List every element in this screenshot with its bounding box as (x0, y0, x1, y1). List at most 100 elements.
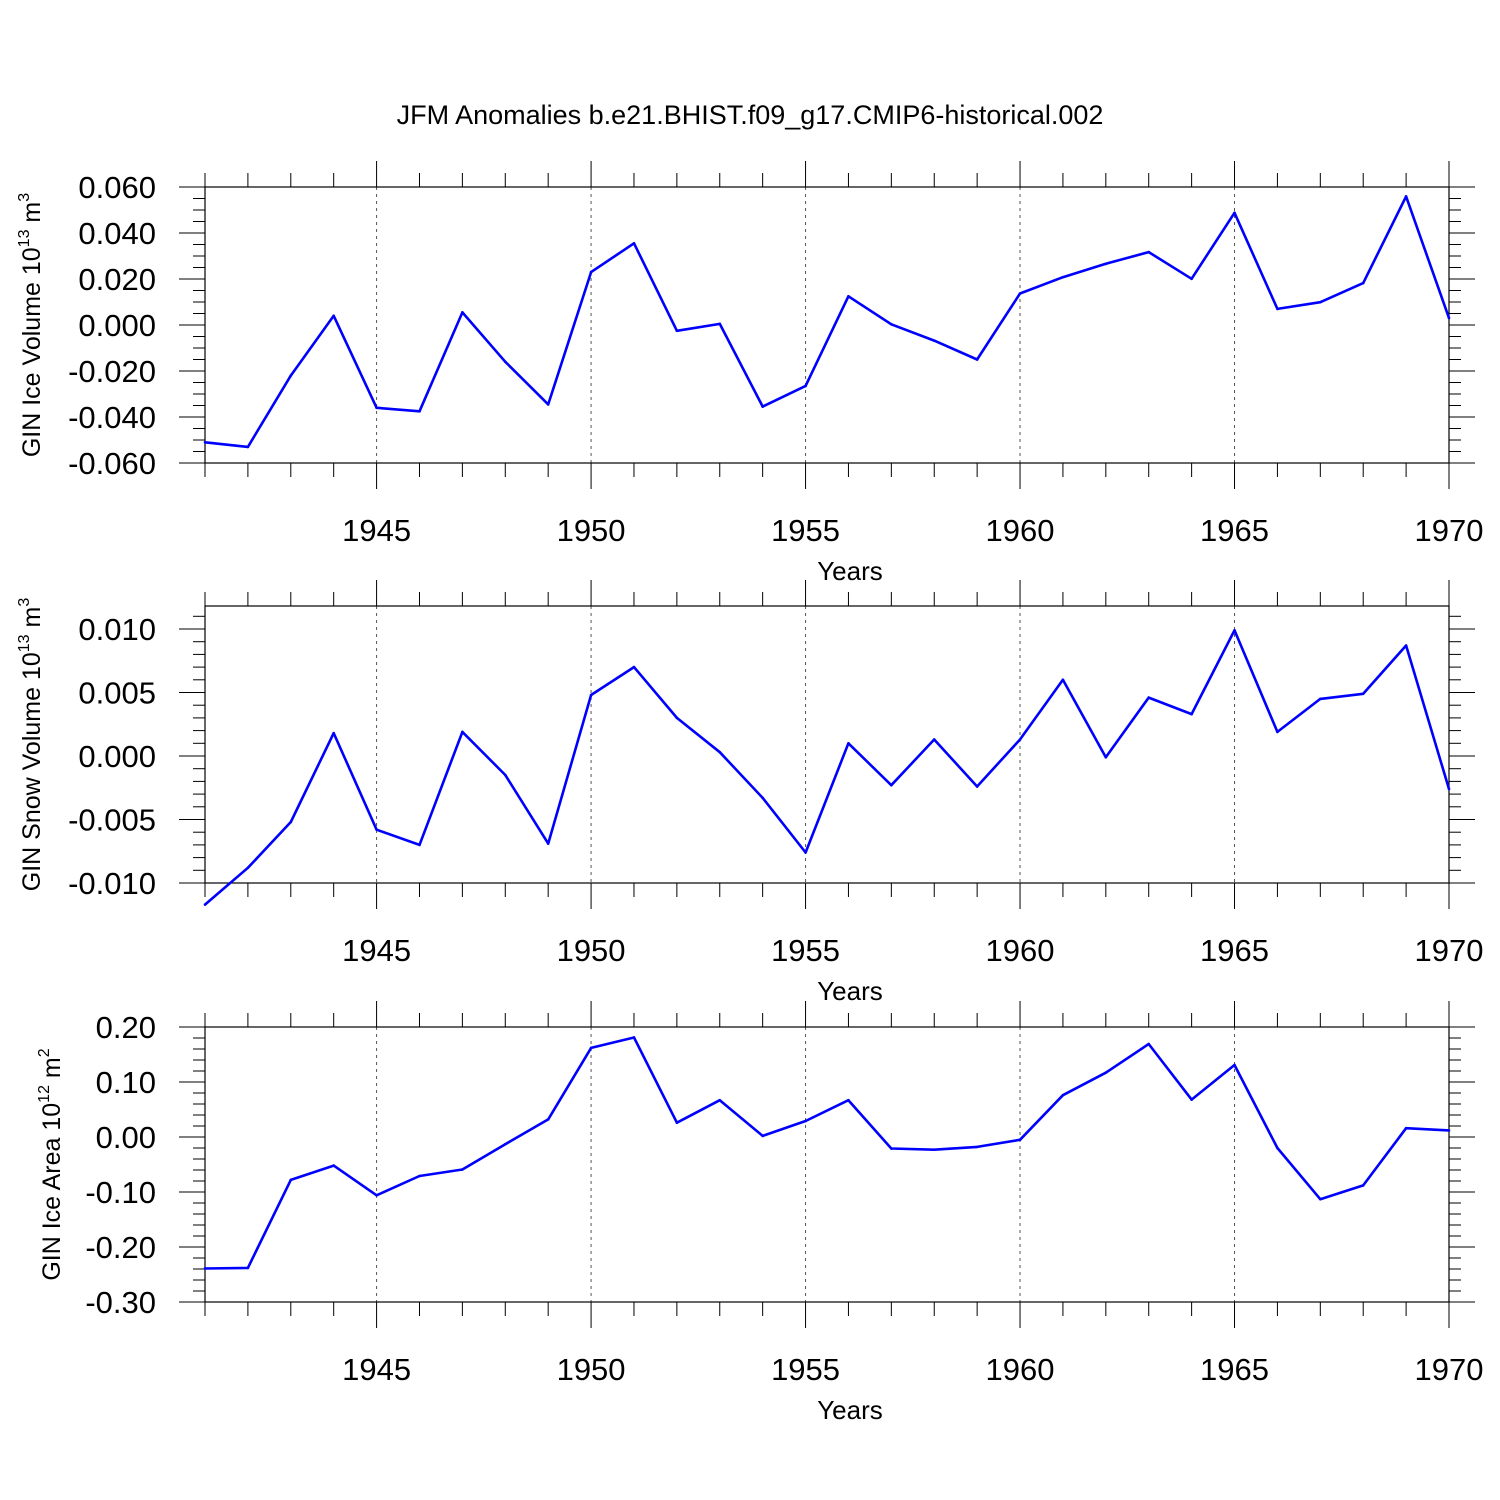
x-tick-label-1960: 1960 (986, 933, 1055, 968)
data-point-1968 (1361, 1184, 1365, 1187)
y-axis-label-unit-exponent: 2 (36, 1048, 53, 1057)
x-tick-label-1970: 1970 (1415, 1352, 1484, 1387)
panel-3: 1945 1950 1955 1960 1965 1970 Years -0.30 -0.20 -… (36, 1001, 1483, 1425)
x-tick-label-1945: 1945 (342, 1352, 411, 1387)
data-point-1959 (975, 1145, 979, 1149)
data-point-1956 (847, 294, 850, 298)
y-axis-label: GIN Ice Volume 1013 m3 (16, 193, 46, 457)
data-point-1962 (1104, 755, 1108, 759)
data-point-1963 (1147, 1042, 1151, 1046)
y-tick-label--0.040: -0.040 (68, 400, 156, 435)
x-tick-label-1965: 1965 (1200, 933, 1269, 968)
x-tick-label-1955: 1955 (771, 933, 840, 968)
data-point-1956 (847, 742, 850, 745)
data-point-1964 (1190, 712, 1193, 716)
x-axis-label: Years (817, 976, 883, 1006)
data-point-1943 (289, 1178, 293, 1182)
data-point-1964 (1190, 277, 1193, 281)
x-tick-label-1970: 1970 (1415, 513, 1484, 548)
data-point-1966 (1276, 307, 1279, 311)
data-point-1948 (503, 1142, 507, 1146)
data-point-1963 (1147, 250, 1151, 254)
data-point-1967 (1319, 300, 1322, 304)
data-point-1970 (1447, 1129, 1451, 1132)
y-tick-label-0.005: 0.005 (78, 676, 156, 711)
data-point-1958 (932, 1148, 936, 1151)
data-point-1941 (203, 441, 207, 444)
plot-frame (204, 605, 1450, 884)
y-tick-label-0.060: 0.060 (78, 170, 156, 205)
x-tick-label-1950: 1950 (557, 1352, 626, 1387)
data-point-1957 (890, 783, 893, 787)
data-point-1955 (804, 1119, 807, 1123)
data-point-1946 (418, 843, 421, 847)
data-point-1968 (1361, 281, 1365, 285)
x-tick-label-1970: 1970 (1415, 933, 1484, 968)
data-point-1949 (546, 403, 550, 406)
y-tick-label-0.00: 0.00 (96, 1120, 156, 1155)
data-point-1950 (589, 1046, 593, 1050)
data-point-1967 (1319, 697, 1322, 701)
data-point-1969 (1404, 195, 1408, 198)
data-point-1970 (1447, 316, 1451, 320)
x-tick-label-1965: 1965 (1200, 513, 1269, 548)
panel-1: 1945 1950 1955 1960 1965 1970 Years -0.060 -0.04… (16, 161, 1483, 586)
data-point-1954 (761, 796, 764, 800)
x-tick-label-1950: 1950 (557, 513, 626, 548)
y-tick-label-0.20: 0.20 (96, 1010, 156, 1045)
y-axis-label-exponent: 13 (16, 229, 33, 247)
data-point-1959 (975, 358, 979, 361)
data-point-1945 (375, 828, 378, 831)
y-tick-label-0.10: 0.10 (96, 1065, 156, 1100)
data-point-1951 (632, 242, 636, 245)
data-point-1953 (718, 1098, 722, 1102)
data-point-1941 (203, 1267, 207, 1270)
y-axis-label: GIN Ice Area 1012 m2 (36, 1048, 66, 1280)
data-point-1961 (1061, 275, 1065, 279)
data-point-1949 (546, 1118, 550, 1121)
data-point-1950 (589, 693, 593, 697)
data-point-1965 (1233, 1063, 1236, 1067)
data-point-1954 (761, 405, 764, 408)
data-point-1966 (1276, 1146, 1279, 1150)
y-axis-label-text: GIN Ice Volume 10 (18, 247, 46, 457)
series-line-1 (204, 1036, 1450, 1270)
y-tick-label--0.30: -0.30 (85, 1285, 156, 1320)
data-point-1959 (975, 785, 979, 788)
data-point-1946 (418, 1174, 421, 1178)
data-point-1957 (890, 1147, 893, 1150)
panel-2: 1945 1950 1955 1960 1965 1970 Years -0.010 -0.00… (16, 580, 1483, 1006)
data-point-1965 (1233, 628, 1236, 632)
y-tick-label--0.010: -0.010 (68, 866, 156, 901)
y-tick-label--0.10: -0.10 (85, 1175, 156, 1210)
y-tick-label--0.20: -0.20 (85, 1230, 156, 1265)
data-point-1960 (1018, 1138, 1022, 1142)
data-point-1965 (1233, 211, 1236, 215)
data-point-1950 (589, 270, 593, 274)
data-point-1953 (718, 750, 722, 754)
data-point-1958 (932, 738, 936, 741)
y-tick-label--0.005: -0.005 (68, 803, 156, 838)
y-tick-label-0.000: 0.000 (78, 308, 156, 343)
x-tick-label-1960: 1960 (986, 1352, 1055, 1387)
data-point-1944 (332, 1164, 335, 1167)
data-point-1945 (375, 1194, 378, 1197)
data-point-1949 (546, 842, 550, 845)
y-axis-label-exponent: 13 (16, 634, 33, 652)
data-point-1955 (804, 851, 807, 854)
data-point-1944 (332, 314, 335, 318)
y-axis-label-unit: m (38, 1057, 66, 1085)
data-point-1967 (1319, 1197, 1322, 1201)
series-line-1 (204, 195, 1451, 449)
x-axis-label: Years (817, 556, 883, 586)
y-tick-label--0.020: -0.020 (68, 354, 156, 389)
x-axis-label: Years (817, 1395, 883, 1425)
panels: 1945 1950 1955 1960 1965 1970 Years -0.060 -0.04… (16, 161, 1483, 1425)
data-point-1947 (461, 1168, 464, 1171)
y-axis-label-text: GIN Ice Area 10 (38, 1103, 66, 1281)
data-point-1956 (847, 1098, 850, 1102)
x-tick-label-1965: 1965 (1200, 1352, 1269, 1387)
y-axis-label-text: GIN Snow Volume 10 (18, 652, 46, 891)
data-point-1951 (632, 665, 636, 669)
